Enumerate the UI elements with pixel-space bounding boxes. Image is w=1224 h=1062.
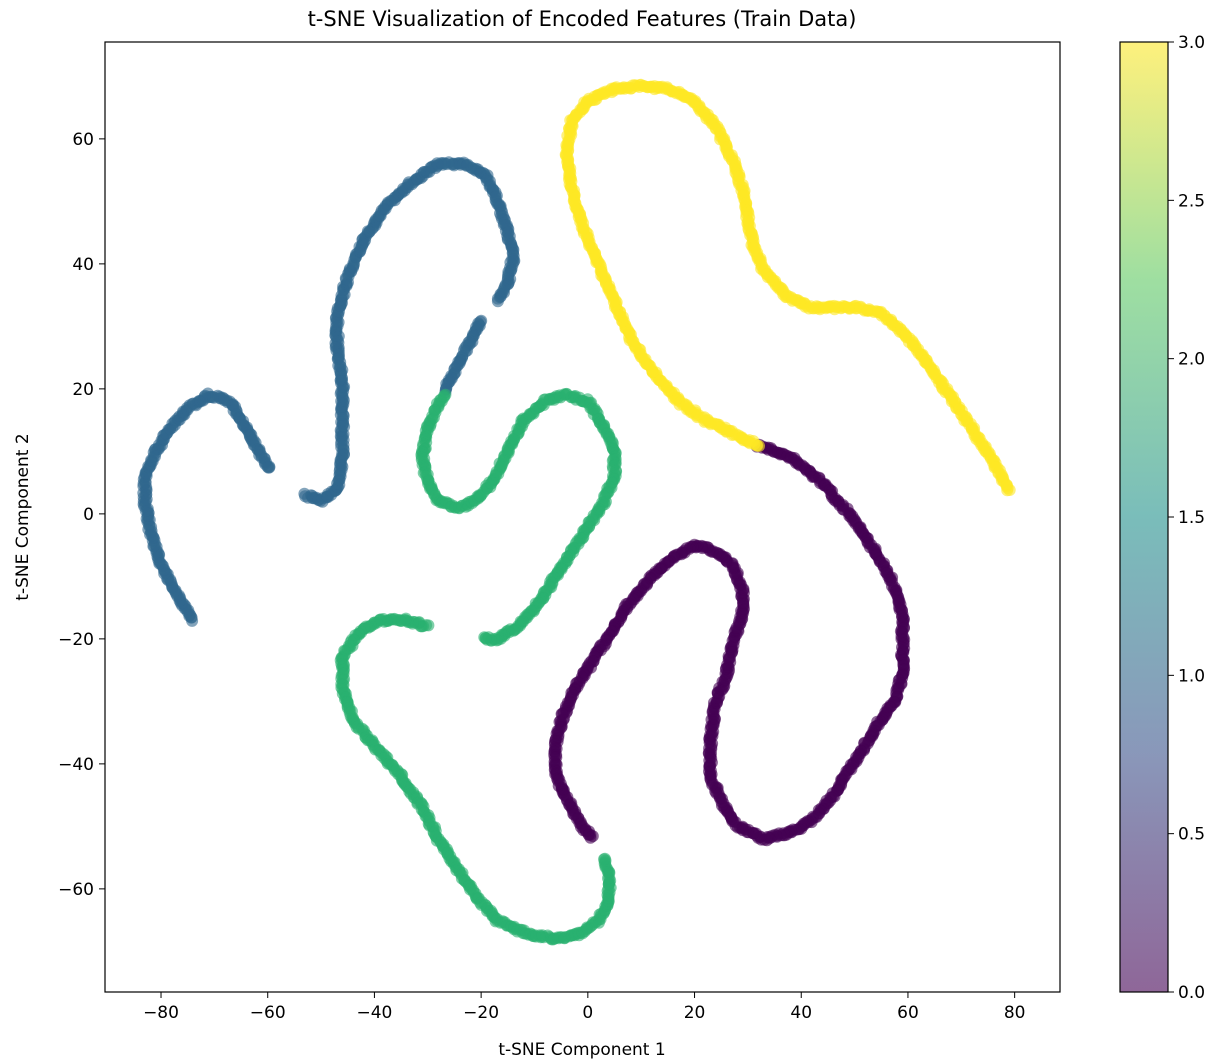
y-tick-label: −40 bbox=[58, 755, 94, 775]
y-tick-label: 40 bbox=[72, 255, 94, 275]
x-tick-label: −40 bbox=[356, 1003, 392, 1023]
y-tick-label: −60 bbox=[58, 880, 94, 900]
colorbar: 0.0 0.5 1.0 1.5 2.0 2.5 3.0 bbox=[1119, 33, 1205, 1003]
colorbar-tick-label: 0.5 bbox=[1178, 825, 1205, 845]
x-axis-label: t-SNE Component 1 bbox=[498, 1040, 665, 1060]
y-tick-label: −20 bbox=[58, 630, 94, 650]
colorbar-tick-label: 3.0 bbox=[1178, 33, 1205, 53]
y-tick-label: 20 bbox=[72, 380, 94, 400]
data-point bbox=[584, 831, 597, 844]
plot-area bbox=[137, 78, 1016, 946]
series-class-1 bbox=[439, 314, 488, 399]
colorbar-fill bbox=[1120, 42, 1168, 992]
series-class-1 bbox=[298, 156, 521, 508]
y-tick-label: 60 bbox=[72, 130, 94, 150]
data-point bbox=[262, 461, 275, 474]
series-class-0 bbox=[548, 438, 911, 847]
colorbar-ticks: 0.0 0.5 1.0 1.5 2.0 2.5 3.0 bbox=[1168, 33, 1205, 1003]
x-tick-label: −20 bbox=[463, 1003, 499, 1023]
data-point bbox=[1001, 484, 1014, 497]
colorbar-tick-label: 0.0 bbox=[1178, 983, 1205, 1003]
x-axis: −80 −60 −40 −20 0 20 40 60 80 bbox=[143, 992, 1025, 1023]
y-tick-label: 0 bbox=[83, 505, 94, 525]
colorbar-tick-label: 1.0 bbox=[1178, 666, 1205, 686]
x-tick-label: 0 bbox=[582, 1003, 593, 1023]
data-point bbox=[491, 295, 504, 308]
chart-title: t-SNE Visualization of Encoded Features … bbox=[308, 7, 857, 31]
series-class-2 bbox=[415, 387, 623, 647]
x-tick-label: −80 bbox=[143, 1003, 179, 1023]
x-tick-label: −60 bbox=[250, 1003, 286, 1023]
x-tick-label: 60 bbox=[897, 1003, 919, 1023]
plot-frame bbox=[104, 41, 1061, 993]
colorbar-tick-label: 2.0 bbox=[1178, 350, 1205, 370]
y-axis-label: t-SNE Component 2 bbox=[13, 433, 33, 600]
x-tick-label: 40 bbox=[790, 1003, 812, 1023]
colorbar-tick-label: 1.5 bbox=[1178, 508, 1205, 528]
x-tick-label: 20 bbox=[684, 1003, 706, 1023]
colorbar-tick-label: 2.5 bbox=[1178, 191, 1205, 211]
series-class-3 bbox=[559, 78, 1016, 497]
y-axis: −60 −40 −20 0 20 40 60 bbox=[58, 130, 105, 900]
data-point bbox=[478, 631, 491, 644]
data-point bbox=[598, 852, 611, 865]
series-class-2 bbox=[334, 612, 617, 946]
x-tick-label: 80 bbox=[1004, 1003, 1026, 1023]
series-class-1 bbox=[137, 387, 276, 627]
